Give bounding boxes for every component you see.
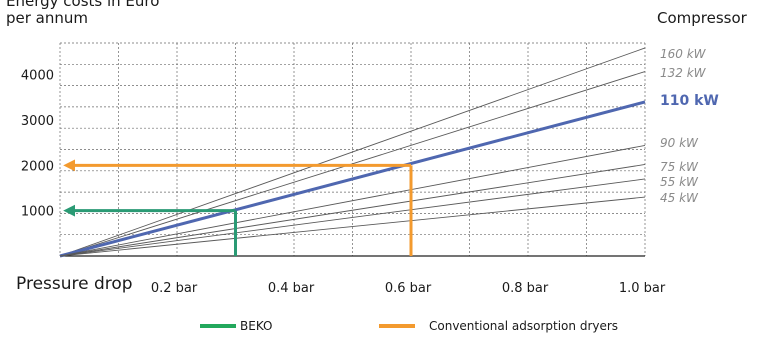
grid <box>59 42 646 257</box>
chart-title-line-2: per annum <box>6 9 89 27</box>
series-line-110-kw <box>59 100 646 258</box>
x-axis-ticks: 0.2 bar 0.4 bar 0.6 bar 0.8 bar 1.0 bar <box>151 281 666 296</box>
x-tick-label: 0.6 bar <box>385 281 432 296</box>
series-label-75-kw: 75 kW <box>660 160 699 174</box>
x-tick-label: 0.8 bar <box>502 281 549 296</box>
legend-label-conventional: Conventional adsorption dryers <box>429 319 619 333</box>
legend-label-beko: BEKO <box>240 319 273 333</box>
series-line-45-kw <box>59 196 646 257</box>
series-line-90-kw <box>59 144 646 257</box>
y-tick-label: 2000 <box>21 159 54 174</box>
legend-swatch-beko <box>200 324 236 328</box>
series-label-110-kw: 110 kW <box>660 93 719 109</box>
series-line-55-kw <box>59 178 646 257</box>
series-label-90-kw: 90 kW <box>660 136 699 150</box>
y-axis-ticks: 1000 2000 3000 4000 <box>21 69 54 220</box>
series-line-132-kw <box>59 71 646 257</box>
series-line-75-kw <box>59 164 646 257</box>
legend-swatch-conventional <box>379 324 415 328</box>
series-label-160-kw: 160 kW <box>660 47 707 61</box>
series-label-45-kw: 45 kW <box>660 191 699 205</box>
chart-title-line-1: Energy costs in Euro <box>6 0 160 10</box>
y-tick-label: 4000 <box>21 69 54 84</box>
x-tick-label: 0.4 bar <box>268 281 315 296</box>
series-label-55-kw: 55 kW <box>660 175 699 189</box>
series-label-132-kw: 132 kW <box>660 66 707 80</box>
series-header-label: Compressor <box>657 9 747 27</box>
reference-markers <box>63 159 413 256</box>
series-lines <box>59 47 646 258</box>
legend-item-conventional: Conventional adsorption dryers <box>379 319 618 333</box>
series-line-160-kw <box>59 47 646 257</box>
y-tick-label: 1000 <box>21 205 54 220</box>
x-tick-label: 1.0 bar <box>619 281 666 296</box>
x-axis-title: Pressure drop <box>16 274 133 294</box>
y-tick-label: 3000 <box>21 114 54 129</box>
x-tick-label: 0.2 bar <box>151 281 198 296</box>
legend-item-beko: BEKO <box>200 319 272 333</box>
